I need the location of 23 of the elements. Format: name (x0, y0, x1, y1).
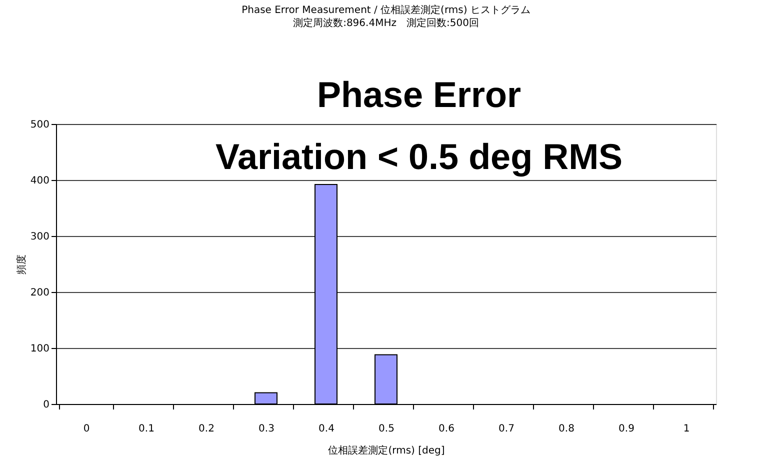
y-tick-label: 500 (30, 120, 50, 130)
x-tick-label: 1 (683, 424, 690, 434)
x-tick-label: 0.6 (438, 424, 454, 434)
x-tick-label: 0 (83, 424, 90, 434)
x-tick-label: 0.7 (498, 424, 514, 434)
y-tick-label: 100 (30, 344, 50, 354)
x-axis-title: 位相誤差測定(rms) [deg] (328, 444, 445, 456)
x-tick-label: 0.9 (618, 424, 634, 434)
x-tick-label: 0.1 (138, 424, 154, 434)
x-tick-label: 0.4 (318, 424, 334, 434)
x-tick-label: 0.8 (558, 424, 574, 434)
y-tick-label: 400 (30, 176, 50, 186)
x-tick-label: 0.5 (378, 424, 394, 434)
y-tick-label: 300 (30, 232, 50, 242)
chart-title: Phase Error Measurement / 位相誤差測定(rms) ヒストグラム (242, 4, 530, 16)
y-axis-title: 頻度 (15, 254, 28, 274)
annotation: Variation < 0.5 deg RMS (215, 136, 623, 177)
x-tick-label: 0.2 (198, 424, 214, 434)
chart-subtitle: 測定周波数:896.4MHz 測定回数:500回 (293, 17, 479, 29)
x-tick-label: 0.3 (258, 424, 274, 434)
y-tick-label: 200 (30, 288, 50, 298)
y-tick-label: 0 (43, 400, 50, 410)
text: Phase Error (316, 74, 522, 115)
